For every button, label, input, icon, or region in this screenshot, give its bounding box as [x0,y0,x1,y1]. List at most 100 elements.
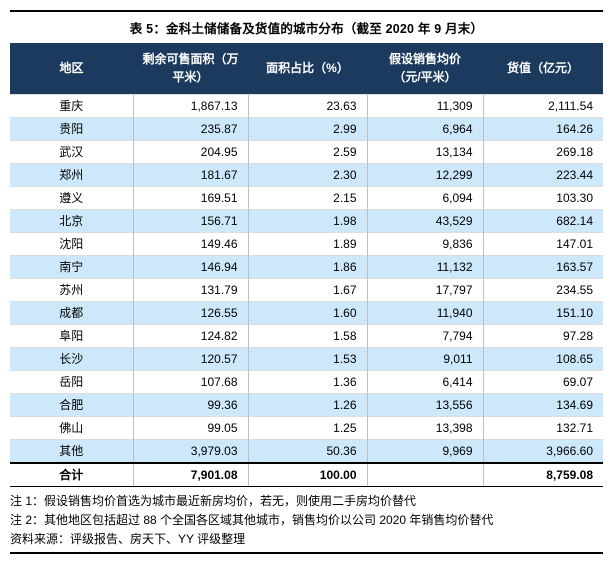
table-title: 表 5：金科土储储备及货值的城市分布（截至 2020 年 9 月末） [129,22,484,36]
value-cell: 11,132 [366,254,483,278]
table-row: 遵义 169.51 2.15 6,094 103.30 [10,185,603,209]
total-row: 合计 7,901.08 100.00 8,759.08 [10,461,603,487]
value-cell: 164.26 [482,116,603,140]
header-row: 地区 剩余可售面积（万 平米） 面积占比（%） 假设销售均价 （元/平米） 货值… [10,43,603,94]
value-cell: 1.98 [247,208,367,232]
value-cell: 9,836 [366,231,483,255]
region-cell: 北京 [10,208,133,232]
value-cell: 169.51 [132,185,248,209]
table-row: 重庆 1,867.13 23.63 11,309 2,111.54 [10,93,603,117]
bottom-divider [10,551,603,554]
region-cell: 南宁 [10,254,133,278]
top-divider [10,10,603,12]
footnote-2: 注 2：其他地区包括超过 88 个全国各区域其他城市，销售均价以公司 2020 … [10,512,494,527]
value-cell: 13,398 [366,415,483,439]
region-cell: 其他 [10,438,133,463]
table-row: 贵阳 235.87 2.99 6,964 164.26 [10,116,603,140]
table-body: 重庆 1,867.13 23.63 11,309 2,111.54 贵阳 235.87 2.9… [10,93,603,463]
value-cell: 99.05 [132,415,248,439]
value-cell: 1.86 [247,254,367,278]
table-row: 成都 126.55 1.60 11,940 151.10 [10,300,603,324]
value-cell: 6,414 [366,369,483,393]
value-cell: 23.63 [247,93,367,117]
column-header-assumed-price: 假设销售均价 （元/平米） [367,43,483,94]
region-cell: 长沙 [10,346,133,370]
table-row: 合肥 99.36 1.26 13,556 134.69 [10,392,603,416]
value-cell: 126.55 [132,300,248,324]
table-row: 郑州 181.67 2.30 12,299 223.44 [10,162,603,186]
value-cell: 3,979.03 [132,438,248,463]
value-cell: 13,134 [366,139,483,163]
region-cell: 阜阳 [10,323,133,347]
value-cell: 12,299 [366,162,483,186]
table-row: 南宁 146.94 1.86 11,132 163.57 [10,254,603,278]
value-cell: 7,794 [366,323,483,347]
region-cell: 重庆 [10,93,133,117]
land-reserve-table: 地区 剩余可售面积（万 平米） 面积占比（%） 假设销售均价 （元/平米） 货值… [10,43,603,487]
value-cell: 99.36 [132,392,248,416]
value-cell: 11,940 [366,300,483,324]
value-cell: 108.65 [482,346,603,370]
value-cell: 124.82 [132,323,248,347]
value-cell: 103.30 [482,185,603,209]
total-price-cell [366,461,483,487]
value-cell: 3,966.60 [482,438,603,463]
table-row: 苏州 131.79 1.67 17,797 234.55 [10,277,603,301]
value-cell: 1,867.13 [132,93,248,117]
value-cell: 6,964 [366,116,483,140]
value-cell: 1.53 [247,346,367,370]
region-cell: 武汉 [10,139,133,163]
column-header-region: 地区 [10,43,133,94]
value-cell: 6,094 [366,185,483,209]
total-value-cell: 8,759.08 [482,461,603,487]
value-cell: 147.01 [482,231,603,255]
table-row: 岳阳 107.68 1.36 6,414 69.07 [10,369,603,393]
value-cell: 134.69 [482,392,603,416]
value-cell: 156.71 [132,208,248,232]
region-cell: 成都 [10,300,133,324]
value-cell: 1.26 [247,392,367,416]
region-cell: 沈阳 [10,231,133,255]
footnote-1: 注 1：假设销售均价首选为城市最近新房均价，若无，则使用二手房均价替代 [10,493,417,508]
table-row: 阜阳 124.82 1.58 7,794 97.28 [10,323,603,347]
value-cell: 9,969 [366,438,483,463]
column-header-saleable-area: 剩余可售面积（万 平米） [133,43,248,94]
region-cell: 遵义 [10,185,133,209]
region-cell: 岳阳 [10,369,133,393]
value-cell: 2,111.54 [482,93,603,117]
value-cell: 1.89 [247,231,367,255]
value-cell: 235.87 [132,116,248,140]
value-cell: 151.10 [482,300,603,324]
value-cell: 120.57 [132,346,248,370]
source-line: 资料来源：评级报告、房天下、YY 评级整理 [10,531,246,546]
value-cell: 1.58 [247,323,367,347]
table-row: 佛山 99.05 1.25 13,398 132.71 [10,415,603,439]
value-cell: 17,797 [366,277,483,301]
region-cell: 贵阳 [10,116,133,140]
value-cell: 107.68 [132,369,248,393]
value-cell: 131.79 [132,277,248,301]
value-cell: 97.28 [482,323,603,347]
value-cell: 2.99 [247,116,367,140]
region-cell: 苏州 [10,277,133,301]
region-cell: 佛山 [10,415,133,439]
value-cell: 1.60 [247,300,367,324]
column-header-value: 货值（亿元） [483,43,603,94]
value-cell: 163.57 [482,254,603,278]
table-row: 长沙 120.57 1.53 9,011 108.65 [10,346,603,370]
value-cell: 1.67 [247,277,367,301]
value-cell: 2.30 [247,162,367,186]
table-row: 武汉 204.95 2.59 13,134 269.18 [10,139,603,163]
value-cell: 149.46 [132,231,248,255]
value-cell: 2.59 [247,139,367,163]
value-cell: 69.07 [482,369,603,393]
value-cell: 43,529 [366,208,483,232]
total-share-cell: 100.00 [247,461,367,487]
value-cell: 9,011 [366,346,483,370]
value-cell: 234.55 [482,277,603,301]
value-cell: 181.67 [132,162,248,186]
region-cell: 郑州 [10,162,133,186]
region-cell: 合肥 [10,392,133,416]
value-cell: 223.44 [482,162,603,186]
table-row: 其他 3,979.03 50.36 9,969 3,966.60 [10,438,603,463]
